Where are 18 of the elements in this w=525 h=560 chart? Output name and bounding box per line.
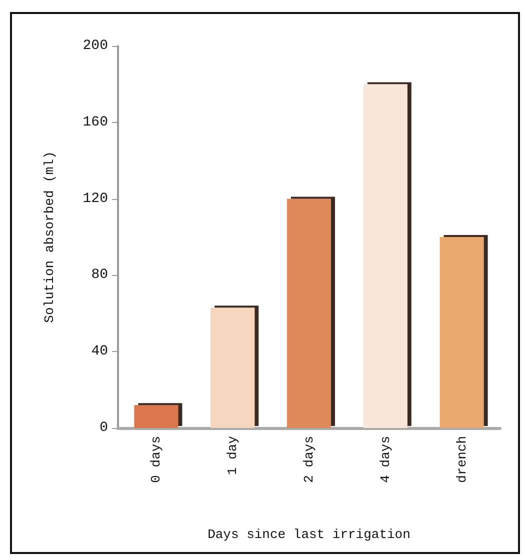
x-axis-title: Days since last irrigation: [208, 527, 410, 542]
y-axis-title: Solution absorbed (ml): [42, 151, 57, 323]
y-tick-label: 80: [91, 267, 108, 284]
y-tick-label: 200: [82, 38, 108, 54]
bar: [134, 405, 178, 428]
bar: [210, 308, 255, 428]
x-tick-label: 1 day: [225, 436, 240, 476]
y-tick-label: 160: [82, 114, 108, 130]
bar: [287, 198, 331, 428]
bar: [440, 237, 484, 428]
y-tick-label: 0: [100, 420, 108, 436]
x-tick-label: 0 days: [148, 436, 164, 483]
y-tick-label: 120: [82, 190, 108, 207]
y-tick-label: 40: [91, 344, 108, 360]
x-tick-label: 2 days: [302, 436, 316, 483]
x-tick-label: 4 days: [378, 436, 393, 483]
bar: [363, 84, 408, 428]
x-tick-label: drench: [454, 436, 470, 483]
